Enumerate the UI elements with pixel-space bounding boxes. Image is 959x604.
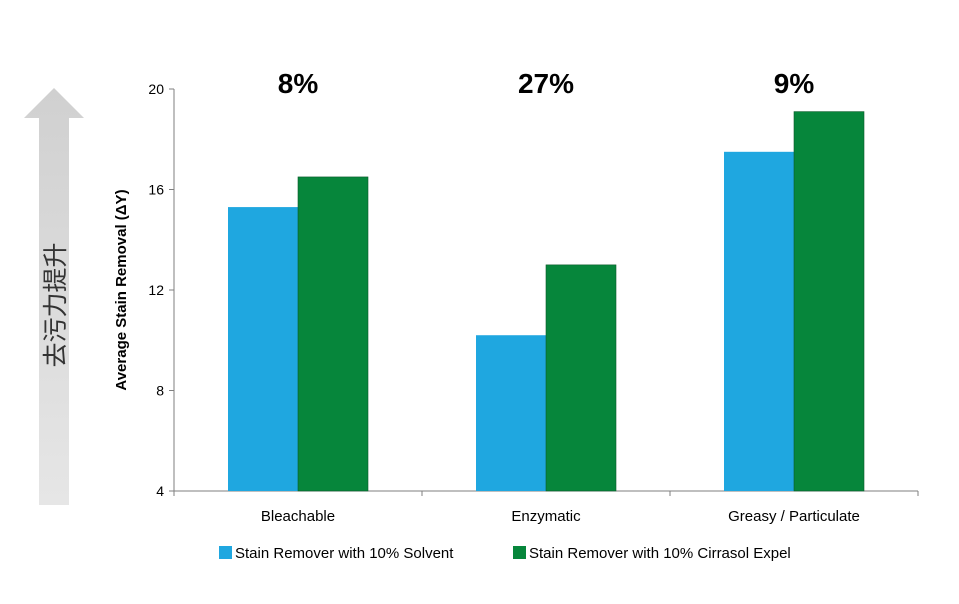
y-tick-label: 8 [156, 383, 164, 399]
bar-solvent [228, 207, 298, 491]
side-arrow-label: 去污力提升 [42, 242, 70, 367]
legend-label: Stain Remover with 10% Solvent [235, 545, 454, 562]
annotations: 8% 27% 9% [278, 68, 815, 99]
bar-cirrasol-expel [297, 176, 369, 492]
legend: Stain Remover with 10% Solvent Stain Remo… [219, 545, 791, 562]
bar-solvent [724, 151, 794, 491]
up-arrow-icon [24, 88, 84, 505]
improvement-annotation: 9% [774, 68, 815, 99]
y-axis-label: Average Stain Removal (ΔY) [113, 189, 130, 390]
y-tick-label: 20 [148, 81, 164, 97]
bar-cirrasol-expel [793, 111, 865, 492]
y-tick-label: 12 [148, 282, 164, 298]
x-tick-label: Greasy / Particulate [728, 508, 860, 525]
legend-swatch [219, 546, 232, 559]
improvement-annotation: 8% [278, 68, 319, 99]
y-tick-label: 4 [156, 483, 164, 499]
improvement-arrow: 去污力提升 [24, 88, 84, 505]
y-tick-label: 16 [148, 182, 164, 198]
axes: 4 8 12 16 20 Bleachable Enzymatic Greasy / Part… [148, 81, 919, 525]
bar-solvent [476, 335, 546, 491]
legend-label: Stain Remover with 10% Cirrasol Expel [529, 545, 791, 562]
improvement-annotation: 27% [518, 68, 574, 99]
legend-swatch [513, 546, 526, 559]
bar-cirrasol-expel [545, 264, 617, 492]
x-tick-label: Bleachable [261, 508, 335, 525]
x-tick-label: Enzymatic [511, 508, 581, 525]
bars [228, 111, 865, 492]
